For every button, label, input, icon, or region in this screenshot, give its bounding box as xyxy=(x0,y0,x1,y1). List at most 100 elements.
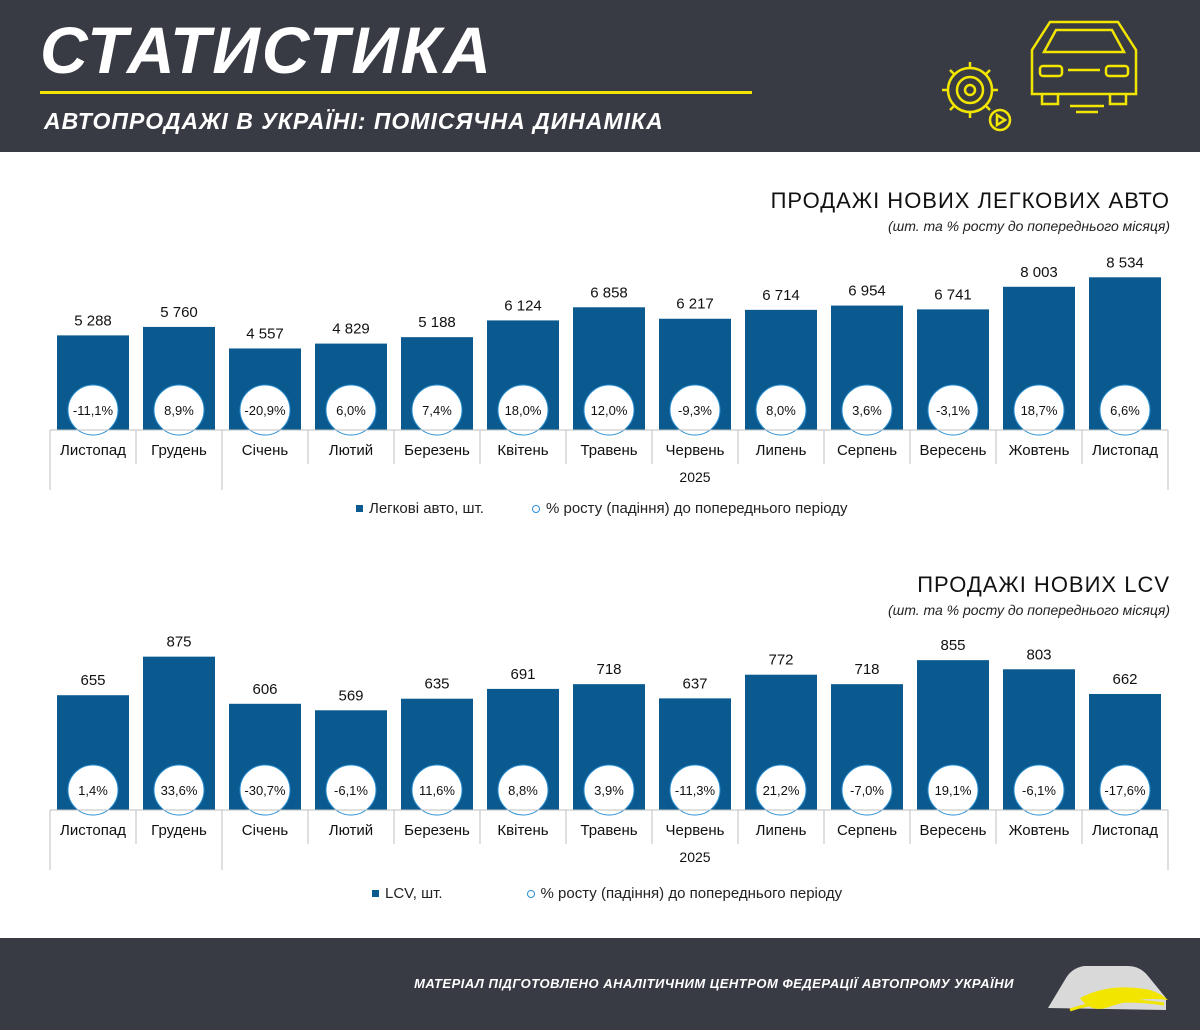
car-growth-marker xyxy=(153,384,205,436)
lcv-tick-label: Грудень xyxy=(151,822,207,839)
car-growth-label: -20,9% xyxy=(244,403,286,418)
footer-banner: МАТЕРІАЛ ПІДГОТОВЛЕНО АНАЛІТИЧНИМ ЦЕНТРО… xyxy=(0,938,1200,1030)
lcv-growth-label: 19,1% xyxy=(935,783,972,798)
lcv-tick-label: Жовтень xyxy=(1009,822,1070,839)
lcv-growth-label: 1,4% xyxy=(78,783,108,798)
lcv-sales-chart: 655 1,4% Листопад 875 33,6% Грудень 606 -30,7% С… xyxy=(49,634,1169,870)
car-value-label: 5 760 xyxy=(160,304,198,321)
car-growth-label: -11,1% xyxy=(73,403,114,418)
car-tick-label: Грудень xyxy=(151,442,207,459)
chart1-legend: Легкові авто, шт. % росту (падіння) до п… xyxy=(356,500,848,517)
lcv-value-label: 662 xyxy=(1112,671,1137,688)
lcv-growth-marker xyxy=(669,764,721,816)
car-growth-marker xyxy=(239,384,291,436)
lcv-growth-label: 33,6% xyxy=(161,783,198,798)
lcv-value-label: 855 xyxy=(940,637,965,654)
car-tick-label: Січень xyxy=(242,442,289,459)
car-value-label: 8 003 xyxy=(1020,264,1058,281)
legend-circle-swatch xyxy=(531,504,540,513)
chart1-title: ПРОДАЖІ НОВИХ ЛЕГКОВИХ АВТО xyxy=(770,188,1170,213)
car-tick-label: Липень xyxy=(756,442,807,459)
car-value-label: 6 741 xyxy=(934,286,972,303)
car-tick-label: Листопад xyxy=(1092,442,1158,459)
legend-growth-label: % росту (падіння) до попереднього період… xyxy=(545,500,848,517)
lcv-value-label: 803 xyxy=(1026,646,1051,663)
car-growth-marker xyxy=(583,384,635,436)
car-growth-marker xyxy=(669,384,721,436)
lcv-value-label: 569 xyxy=(338,687,363,704)
car-gear-icon xyxy=(942,20,1138,132)
legend-bar-label: Легкові авто, шт. xyxy=(369,500,484,517)
lcv-tick-label: Листопад xyxy=(1092,822,1158,839)
lcv-growth-label: -11,3% xyxy=(675,783,716,798)
lcv-value-label: 772 xyxy=(768,652,793,669)
lcv-growth-marker xyxy=(239,764,291,816)
lcv-tick-label: Лютий xyxy=(329,822,373,839)
lcv-value-label: 718 xyxy=(596,661,621,678)
chart2-subtitle: (шт. та % росту до попереднього місяця) xyxy=(887,602,1170,618)
car-tick-label: Жовтень xyxy=(1009,442,1070,459)
lcv-growth-marker xyxy=(755,764,807,816)
lcv-tick-label: Серпень xyxy=(837,822,897,839)
car-growth-label: 7,4% xyxy=(422,403,452,418)
lcv-growth-marker xyxy=(841,764,893,816)
lcv-value-label: 655 xyxy=(80,672,105,689)
car-growth-marker xyxy=(67,384,119,436)
car-value-label: 5 288 xyxy=(74,312,112,329)
lcv-growth-label: -17,6% xyxy=(1104,783,1146,798)
lcv-growth-label: 8,8% xyxy=(508,783,538,798)
lcv-growth-marker xyxy=(927,764,979,816)
page-subtitle: АВТОПРОДАЖІ В УКРАЇНІ: ПОМІСЯЧНА ДИНАМІК… xyxy=(44,108,664,134)
lcv-tick-label: Січень xyxy=(242,822,289,839)
car-value-label: 6 858 xyxy=(590,284,628,301)
legend-growth-label: % росту (падіння) до попереднього період… xyxy=(540,885,843,902)
car-growth-label: 18,7% xyxy=(1021,403,1058,418)
chart1-subtitle: (шт. та % росту до попереднього місяця) xyxy=(887,218,1170,234)
lcv-value-label: 875 xyxy=(166,634,191,651)
lcv-tick-label: Березень xyxy=(404,822,470,839)
legend-bar-label: LCV, шт. xyxy=(385,885,443,902)
car-tick-label: Травень xyxy=(580,442,637,459)
legend-bar-swatch xyxy=(372,890,379,897)
footer-credit: МАТЕРІАЛ ПІДГОТОВЛЕНО АНАЛІТИЧНИМ ЦЕНТРО… xyxy=(414,976,1014,991)
car-tick-label: Листопад xyxy=(60,442,126,459)
car-growth-marker xyxy=(841,384,893,436)
passenger-car-sales-chart: 5 288 -11,1% Листопад 5 760 8,9% Грудень 4 557… xyxy=(49,254,1169,490)
lcv-growth-marker xyxy=(67,764,119,816)
car-growth-marker xyxy=(1013,384,1065,436)
car-value-label: 6 714 xyxy=(762,287,800,304)
lcv-growth-marker xyxy=(497,764,549,816)
car-growth-marker xyxy=(497,384,549,436)
chart2-title: ПРОДАЖІ НОВИХ LCV xyxy=(917,572,1170,597)
lcv-growth-label: 3,9% xyxy=(594,783,624,798)
car-value-label: 5 188 xyxy=(418,314,456,331)
lcv-value-label: 718 xyxy=(854,661,879,678)
lcv-value-label: 691 xyxy=(510,666,535,683)
car-growth-label: -3,1% xyxy=(936,403,970,418)
lcv-growth-marker xyxy=(411,764,463,816)
car-tick-label: Вересень xyxy=(920,442,987,459)
lcv-growth-marker xyxy=(583,764,635,816)
car-growth-label: 8,9% xyxy=(164,403,194,418)
car-growth-marker xyxy=(1099,384,1151,436)
car-value-label: 6 124 xyxy=(504,297,542,314)
car-tick-label: Серпень xyxy=(837,442,897,459)
car-growth-label: 3,6% xyxy=(852,403,882,418)
car-value-label: 4 557 xyxy=(246,325,284,342)
car-growth-marker xyxy=(411,384,463,436)
lcv-growth-label: -6,1% xyxy=(1022,783,1056,798)
car-tick-label: Квітень xyxy=(497,442,548,459)
lcv-growth-marker xyxy=(1099,764,1151,816)
car-year-label: 2025 xyxy=(679,469,710,485)
car-value-label: 6 954 xyxy=(848,283,886,300)
car-value-label: 8 534 xyxy=(1106,254,1144,271)
legend-circle-swatch xyxy=(526,889,535,898)
car-growth-label: 12,0% xyxy=(591,403,628,418)
car-growth-label: 18,0% xyxy=(505,403,542,418)
legend-bar-swatch xyxy=(356,505,363,512)
car-value-label: 6 217 xyxy=(676,296,714,313)
lcv-year-label: 2025 xyxy=(679,849,710,865)
lcv-tick-label: Квітень xyxy=(497,822,548,839)
lcv-growth-marker xyxy=(1013,764,1065,816)
car-growth-marker xyxy=(325,384,377,436)
